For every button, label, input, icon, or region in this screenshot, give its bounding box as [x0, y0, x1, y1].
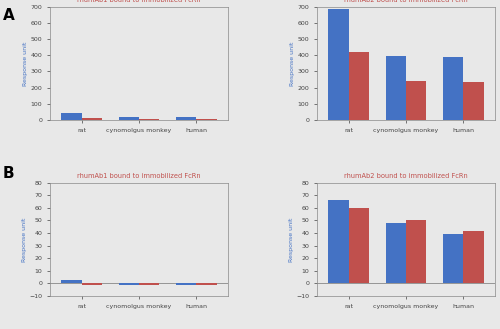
Title: rhumAb1 bound to immobilized FcRn: rhumAb1 bound to immobilized FcRn	[77, 173, 201, 179]
Bar	[444, 57, 464, 120]
Bar	[386, 223, 406, 284]
Title: rhumAb2 bound to immobilized FcRn: rhumAb2 bound to immobilized FcRn	[344, 0, 468, 3]
Bar	[119, 284, 139, 285]
Bar	[176, 116, 197, 120]
Bar	[406, 81, 426, 120]
Text: B: B	[2, 166, 14, 181]
Bar	[328, 9, 348, 120]
Bar	[176, 284, 197, 285]
Bar	[62, 280, 82, 284]
Bar	[139, 119, 159, 120]
Bar	[119, 117, 139, 120]
Y-axis label: Response unit: Response unit	[23, 41, 28, 86]
Y-axis label: Response unit: Response unit	[22, 217, 26, 262]
Bar	[328, 200, 348, 284]
Bar	[406, 220, 426, 284]
Bar	[62, 113, 82, 120]
Bar	[386, 56, 406, 120]
Y-axis label: Response unit: Response unit	[290, 41, 295, 86]
Bar	[82, 284, 102, 285]
Y-axis label: Response unit: Response unit	[288, 217, 294, 262]
Bar	[139, 284, 159, 285]
Bar	[464, 82, 483, 120]
Bar	[348, 208, 368, 284]
Bar	[464, 231, 483, 284]
Bar	[82, 118, 102, 120]
Bar	[348, 52, 368, 120]
Bar	[444, 234, 464, 284]
Title: rhumAb2 bound to immobilized FcRn: rhumAb2 bound to immobilized FcRn	[344, 173, 468, 179]
Bar	[196, 119, 216, 120]
Bar	[196, 284, 216, 285]
Title: rhumAb1 bound to immobilized FcRn: rhumAb1 bound to immobilized FcRn	[77, 0, 201, 3]
Text: A: A	[2, 8, 14, 23]
